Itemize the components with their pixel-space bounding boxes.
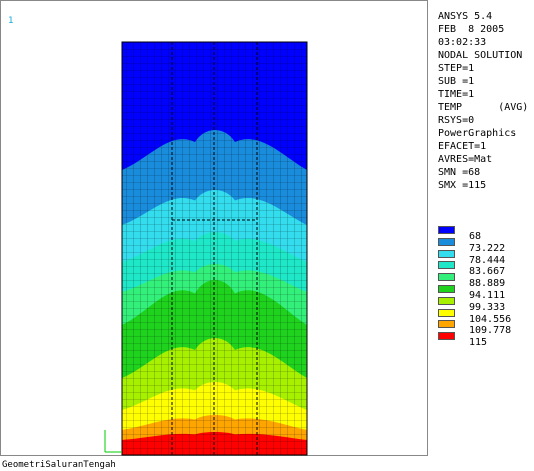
info-line: AVRES=Mat — [438, 154, 493, 165]
legend-entry: 104.556 — [438, 308, 511, 324]
legend-entry: 109.778 — [438, 320, 511, 336]
legend-swatch — [438, 320, 455, 329]
info-line: TEMP (AVG) — [438, 102, 529, 113]
contour-plot — [104, 41, 308, 456]
info-line: TIME=1 — [438, 89, 475, 100]
legend-entry: 115 — [438, 332, 511, 348]
info-line: FEB 8 2005 — [438, 24, 505, 35]
axis-triad — [104, 430, 122, 453]
legend-label: 94.111 — [469, 289, 506, 301]
legend-label: 68 — [469, 231, 482, 242]
legend-label: 115 — [469, 337, 488, 349]
legend-entry: 94.111 — [438, 284, 511, 300]
plot-border — [121, 41, 308, 456]
legend-entry: 68 — [438, 226, 511, 242]
legend-label: 88.889 — [469, 278, 506, 290]
legend-swatch — [438, 226, 455, 234]
legend-label: 78.444 — [469, 254, 506, 266]
legend-swatch — [438, 261, 455, 270]
legend-label: 104.556 — [469, 313, 512, 325]
legend-swatch — [438, 249, 455, 258]
info-line: PowerGraphics — [438, 128, 517, 139]
window-number: 1 — [8, 16, 14, 26]
info-line: ANSYS 5.4 — [438, 11, 493, 22]
channel-lines — [171, 42, 258, 455]
info-line: SMN =68 — [438, 167, 481, 178]
legend-label: 109.778 — [469, 325, 512, 337]
legend-swatch — [438, 273, 455, 282]
info-line: SUB =1 — [438, 76, 475, 87]
info-line: EFACET=1 — [438, 141, 487, 152]
info-line: STEP=1 — [438, 63, 475, 74]
legend-entry: 73.222 — [438, 237, 511, 253]
info-line: SMX =115 — [438, 180, 487, 191]
legend-label: 83.667 — [469, 266, 506, 278]
legend-entry: 78.444 — [438, 249, 511, 265]
info-line: NODAL SOLUTION — [438, 50, 523, 61]
legend-swatch — [438, 332, 455, 341]
model-title: GeometriSaluranTengah — [2, 460, 116, 470]
legend-swatch — [438, 284, 455, 293]
legend-entry: 83.667 — [438, 261, 511, 277]
legend-label: 73.222 — [469, 242, 506, 254]
legend-swatch — [438, 308, 455, 317]
info-line: 03:02:33 — [438, 37, 487, 48]
legend-entry: 99.333 — [438, 296, 511, 312]
legend-swatch — [438, 296, 455, 305]
info-line: RSYS=0 — [438, 115, 475, 126]
legend: 68 73.222 78.444 83.667 88.889 94.111 99.333 10… — [438, 226, 511, 348]
legend-label: 99.333 — [469, 301, 506, 313]
legend-entry: 88.889 — [438, 273, 511, 289]
info-panel: ANSYS 5.4 FEB 8 2005 03:02:33 NODAL SOLUTIO… — [438, 10, 528, 192]
legend-swatch — [438, 237, 455, 246]
